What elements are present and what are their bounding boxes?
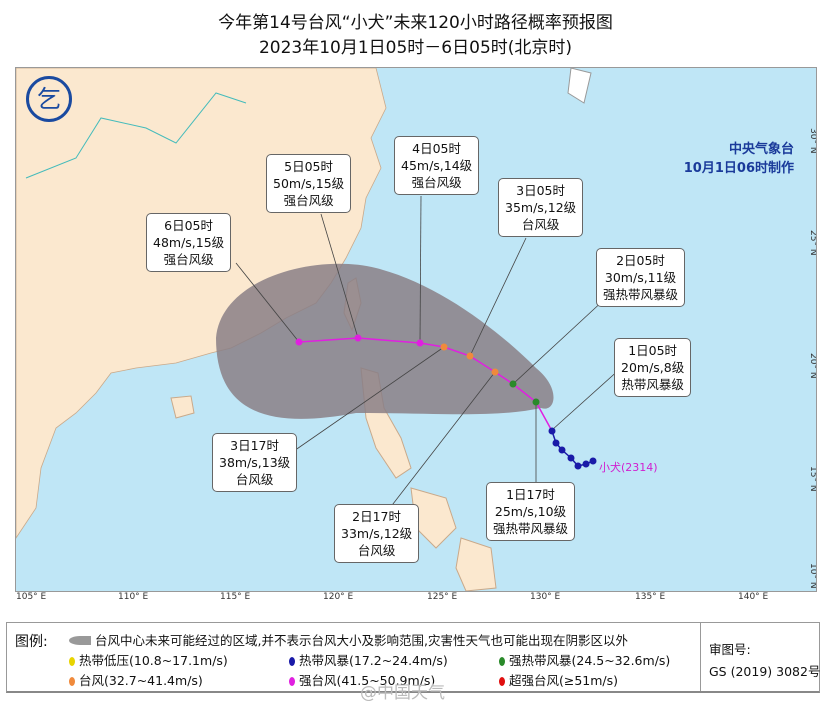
- forecast-box-1d05: 1日05时 20m/s,8级 热带风暴级: [614, 338, 692, 397]
- track-point: [567, 454, 575, 462]
- track-point: [491, 368, 499, 376]
- probability-cone: [216, 263, 554, 419]
- dot-icon: [289, 677, 295, 686]
- forecast-box-1d17: 1日17时 25m/s,10级 强热带风暴级: [486, 482, 576, 541]
- dot-icon: [69, 657, 75, 666]
- legend-cone: 台风中心未来可能经过的区域,并不表示台风大小及影响范围,灾害性天气也可能出现在阴…: [69, 630, 628, 649]
- track-point: [440, 343, 448, 351]
- lon-label: 140° E: [738, 592, 769, 602]
- track-point: [574, 462, 582, 470]
- typhoon-name-label: 小犬(2314): [599, 461, 658, 474]
- lat-label: 15° N: [808, 466, 817, 492]
- forecast-box-3d05: 3日05时 35m/s,12级 台风级: [498, 178, 584, 237]
- legend-item: 强热带风暴(24.5~32.6m/s): [499, 650, 670, 669]
- track-point: [509, 380, 517, 388]
- forecast-box-4d05: 4日05时 45m/s,14级 强台风级: [394, 136, 480, 195]
- leader-lines: [235, 195, 622, 514]
- yangtze-river: [25, 92, 247, 179]
- lon-label: 135° E: [635, 592, 666, 602]
- forecast-box-2d05: 2日05时 30m/s,11级 强热带风暴级: [596, 248, 686, 307]
- map-subtitle: 2023年10月1日05时－6日05时(北京时): [258, 38, 573, 58]
- forecast-box-5d05: 5日05时 50m/s,15级 强台风级: [266, 154, 352, 213]
- track-point: [416, 339, 424, 347]
- dot-icon: [289, 657, 295, 666]
- lon-label: 115° E: [220, 592, 251, 602]
- track-point: [558, 446, 566, 454]
- cone-icon: [69, 636, 91, 645]
- lon-label: 130° E: [530, 592, 561, 602]
- forecast-map: 中央气象台 10月1日06时制作 乞 小犬(2314) 30° N 25° N 2…: [15, 67, 817, 592]
- track-point: [548, 427, 556, 435]
- legend-item: 热带风暴(17.2~24.4m/s): [289, 650, 448, 669]
- track-point: [295, 338, 303, 346]
- dot-icon: [499, 657, 505, 666]
- legend-item: 台风(32.7~41.4m/s): [69, 670, 203, 689]
- map-title: 今年第14号台风“小犬”未来120小时路径概率预报图: [218, 13, 613, 33]
- lon-label: 110° E: [118, 592, 149, 602]
- agency-stamp: 中央气象台 10月1日06时制作: [683, 142, 794, 176]
- dot-icon: [499, 677, 505, 686]
- track-point: [589, 457, 597, 465]
- track-point: [532, 398, 540, 406]
- lon-label: 125° E: [427, 592, 458, 602]
- lat-label: 20° N: [808, 353, 817, 379]
- review-label: 审图号:: [709, 642, 751, 657]
- lon-label: 105° E: [16, 592, 47, 602]
- lat-label: 25° N: [808, 230, 817, 256]
- lon-label: 120° E: [323, 592, 354, 602]
- legend-item: 超强台风(≥51m/s): [499, 670, 618, 689]
- cma-logo: 乞: [26, 76, 72, 122]
- dot-icon: [69, 677, 75, 686]
- japan-kyushu: [567, 68, 592, 104]
- track-point: [582, 460, 590, 468]
- forecast-box-6d05: 6日05时 48m/s,15级 强台风级: [146, 213, 232, 272]
- track-point: [552, 439, 560, 447]
- legend-title: 图例:: [15, 634, 48, 650]
- hainan-island: [170, 395, 195, 419]
- legend-item: 强台风(41.5~50.9m/s): [289, 670, 435, 689]
- forecast-box-2d17: 2日17时 33m/s,12级 台风级: [334, 504, 420, 563]
- lat-label: 30° N: [808, 128, 817, 154]
- lat-label: 10° N: [808, 563, 817, 589]
- track-point: [466, 352, 474, 360]
- legend-item: 热带低压(10.8~17.1m/s): [69, 650, 228, 669]
- legend: 图例: 台风中心未来可能经过的区域,并不表示台风大小及影响范围,灾害性天气也可能…: [6, 622, 820, 693]
- watermark: @中国天气: [360, 683, 445, 703]
- review-number: GS (2019) 3082号: [709, 664, 821, 679]
- forecast-box-3d17: 3日17时 38m/s,13级 台风级: [212, 433, 298, 492]
- track-point: [354, 334, 362, 342]
